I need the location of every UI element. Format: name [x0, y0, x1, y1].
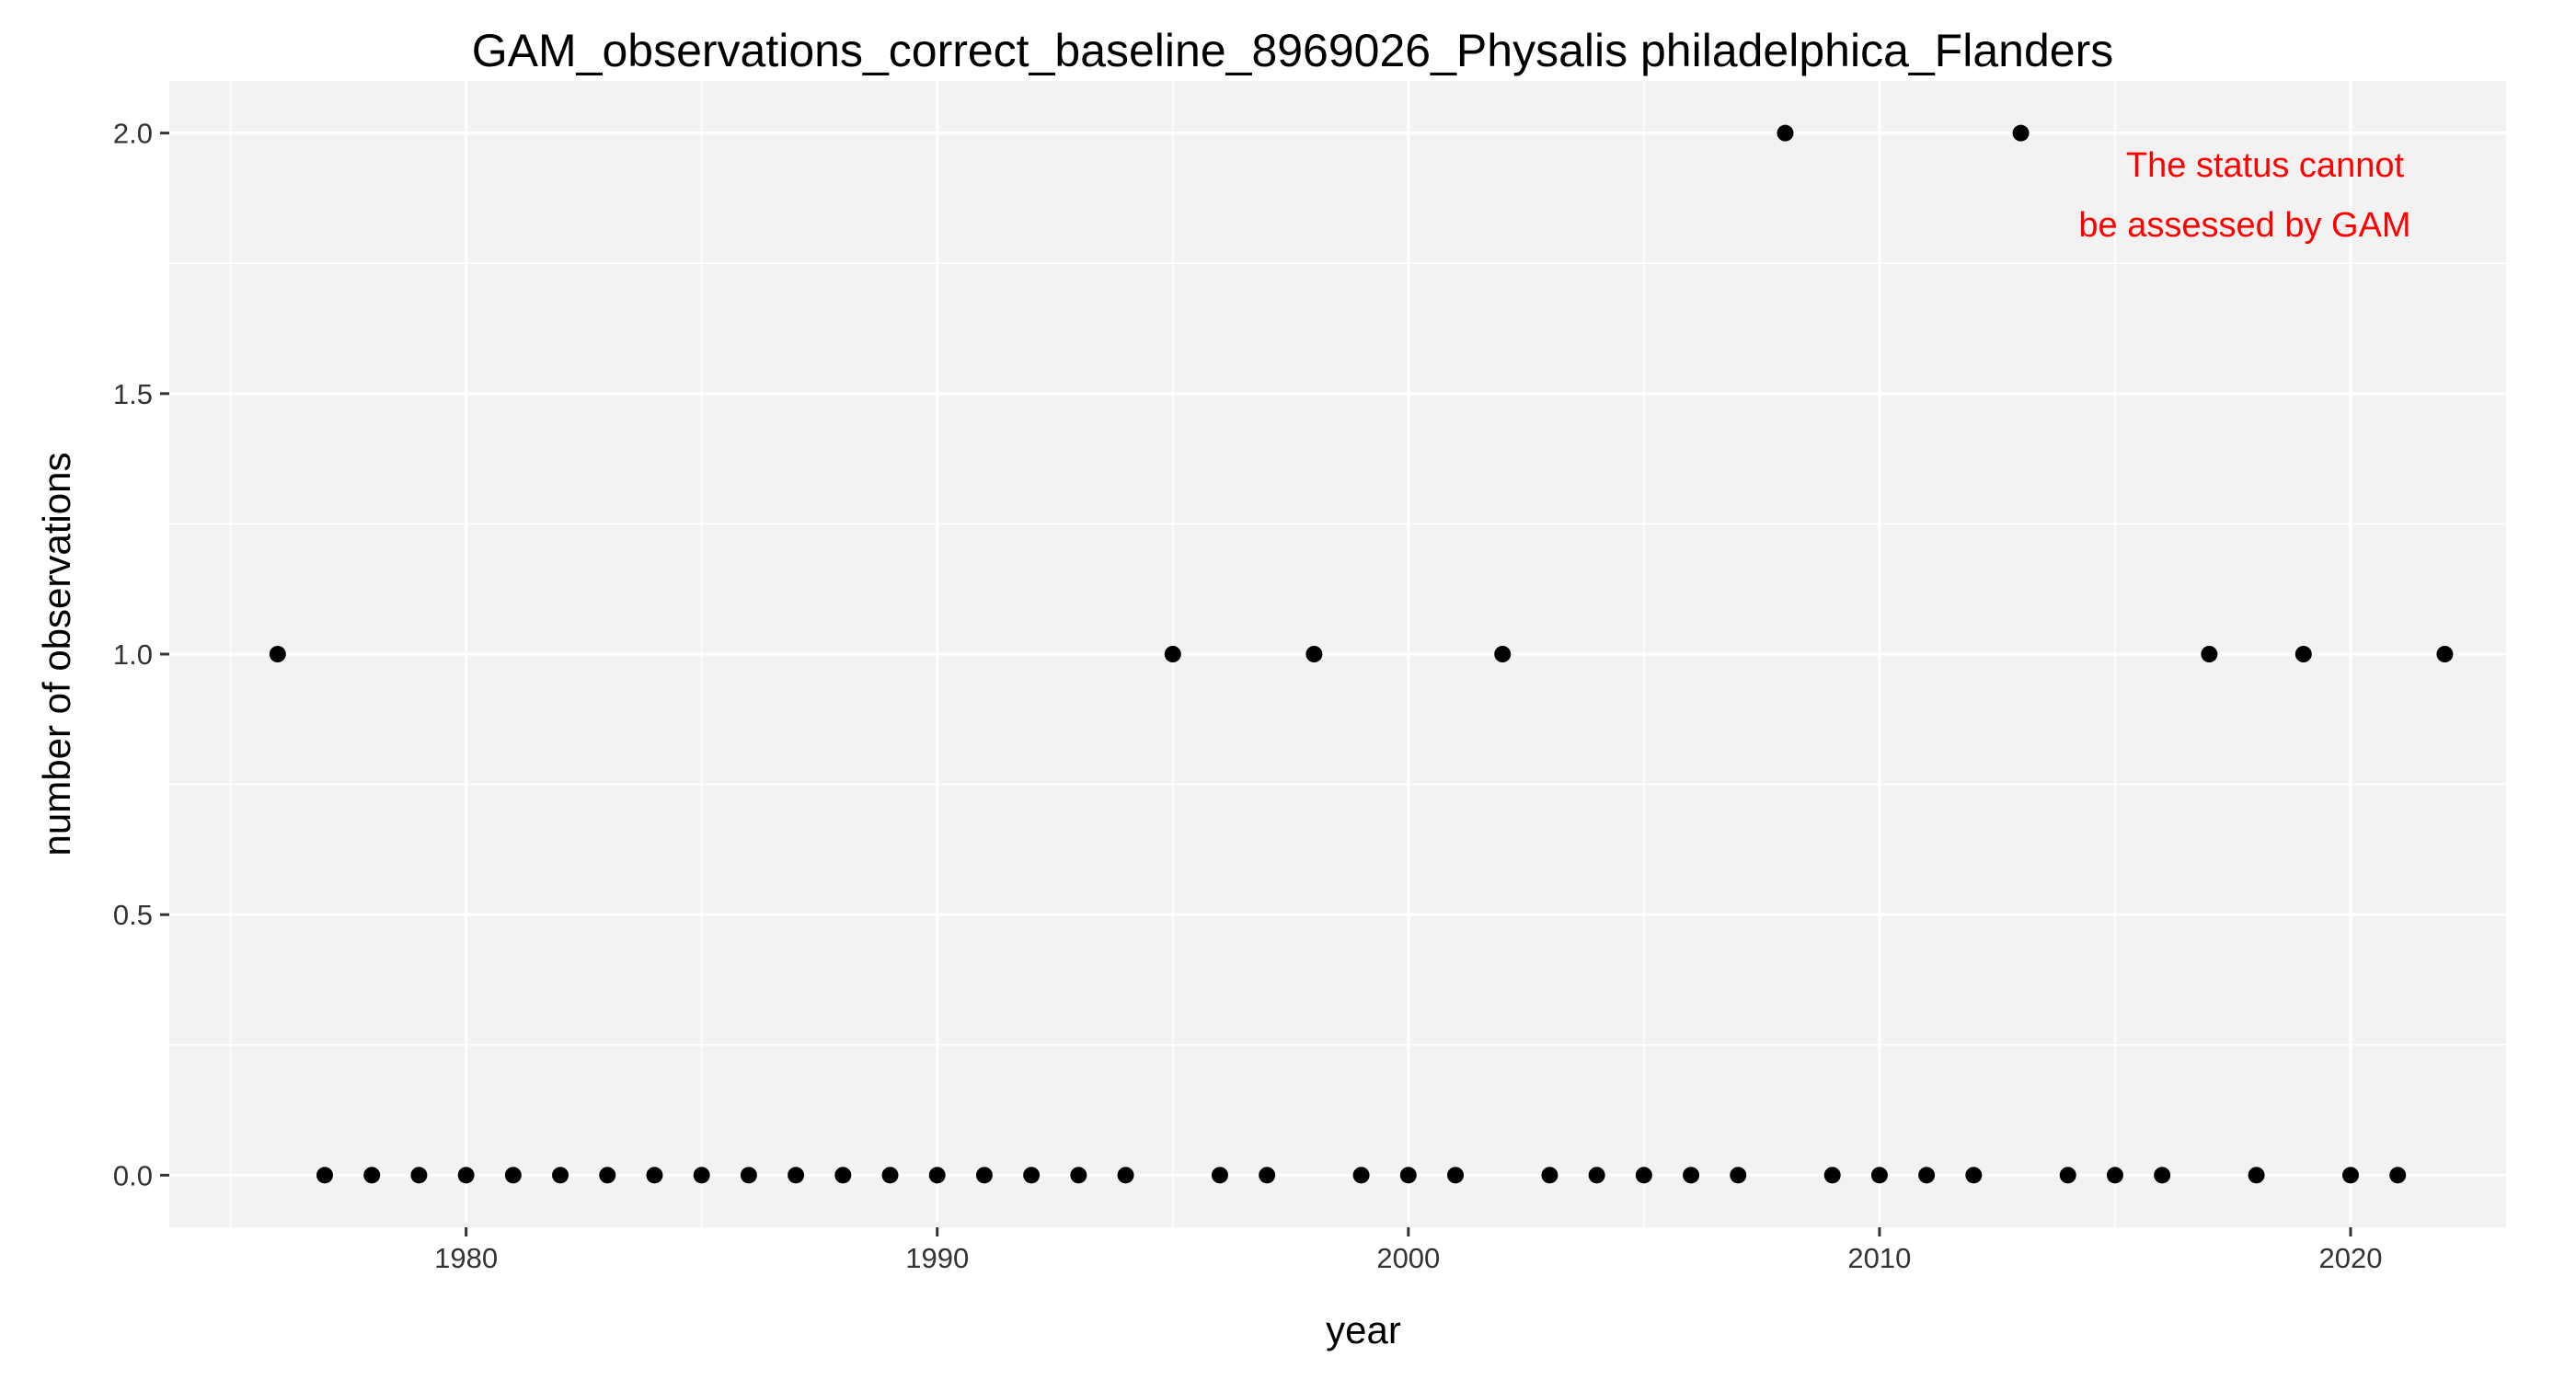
x-tick-label: 2010	[1847, 1242, 1911, 1274]
x-tick-label: 2000	[1376, 1242, 1440, 1274]
data-point	[1870, 1167, 1888, 1184]
y-tick-label: 1.5	[113, 378, 153, 410]
data-point	[1635, 1167, 1652, 1184]
data-point	[2389, 1167, 2407, 1184]
data-point	[881, 1167, 899, 1184]
data-point	[788, 1167, 805, 1184]
data-point	[1070, 1167, 1087, 1184]
data-points	[269, 124, 2454, 1184]
data-point	[1777, 124, 1794, 142]
data-point	[2201, 646, 2218, 662]
data-point	[1683, 1167, 1700, 1184]
x-tick-label: 1980	[434, 1242, 498, 1274]
y-tick-label: 1.0	[113, 638, 153, 671]
data-point	[363, 1167, 381, 1184]
data-point	[552, 1167, 569, 1184]
data-point	[1494, 646, 1512, 662]
y-tick-label: 0.0	[113, 1159, 153, 1191]
data-point	[457, 1167, 475, 1184]
data-point	[834, 1167, 852, 1184]
data-point	[504, 1167, 522, 1184]
annotation-line-2: be assessed by GAM	[2078, 206, 2410, 245]
data-point	[1352, 1167, 1370, 1184]
data-point	[1305, 646, 1323, 662]
y-tick-label: 0.5	[113, 899, 153, 931]
data-point	[2248, 1167, 2265, 1184]
data-point	[2106, 1167, 2123, 1184]
x-tick-label: 2020	[2319, 1242, 2383, 1274]
data-point	[1211, 1167, 1228, 1184]
data-point	[2154, 1167, 2171, 1184]
data-point	[1541, 1167, 1558, 1184]
data-point	[1117, 1167, 1134, 1184]
x-axis: 1980 1990 2000 2010 2020	[434, 1227, 2382, 1274]
chart-title: GAM_observations_correct_baseline_896902…	[472, 25, 2113, 76]
data-point	[2294, 646, 2312, 662]
data-point	[1399, 1167, 1417, 1184]
data-point	[2059, 1167, 2076, 1184]
data-point	[1164, 646, 1181, 662]
data-point	[975, 1167, 993, 1184]
data-point	[928, 1167, 946, 1184]
y-axis-title: number of observations	[35, 453, 78, 857]
data-point	[1730, 1167, 1747, 1184]
data-point	[1918, 1167, 1936, 1184]
data-point	[693, 1167, 710, 1184]
data-point	[269, 646, 286, 662]
data-point	[1447, 1167, 1465, 1184]
x-axis-title: year	[1326, 1308, 1401, 1351]
data-point	[316, 1167, 333, 1184]
minor-gridlines	[169, 81, 2506, 1227]
y-tick-label: 2.0	[113, 118, 153, 150]
data-point	[1823, 1167, 1841, 1184]
y-axis: 0.0 0.5 1.0 1.5 2.0	[113, 118, 169, 1191]
data-point	[646, 1167, 663, 1184]
data-point	[410, 1167, 428, 1184]
annotation-line-1: The status cannot	[2126, 146, 2405, 185]
data-point	[740, 1167, 757, 1184]
data-point	[1588, 1167, 1605, 1184]
data-point	[1023, 1167, 1041, 1184]
data-point	[2436, 646, 2454, 662]
data-point	[1259, 1167, 1276, 1184]
data-point	[599, 1167, 616, 1184]
data-point	[2012, 124, 2030, 142]
status-annotation: The status cannot be assessed by GAM	[2078, 146, 2410, 245]
x-tick-label: 1990	[905, 1242, 969, 1274]
data-point	[1965, 1167, 1983, 1184]
data-point	[2342, 1167, 2360, 1184]
